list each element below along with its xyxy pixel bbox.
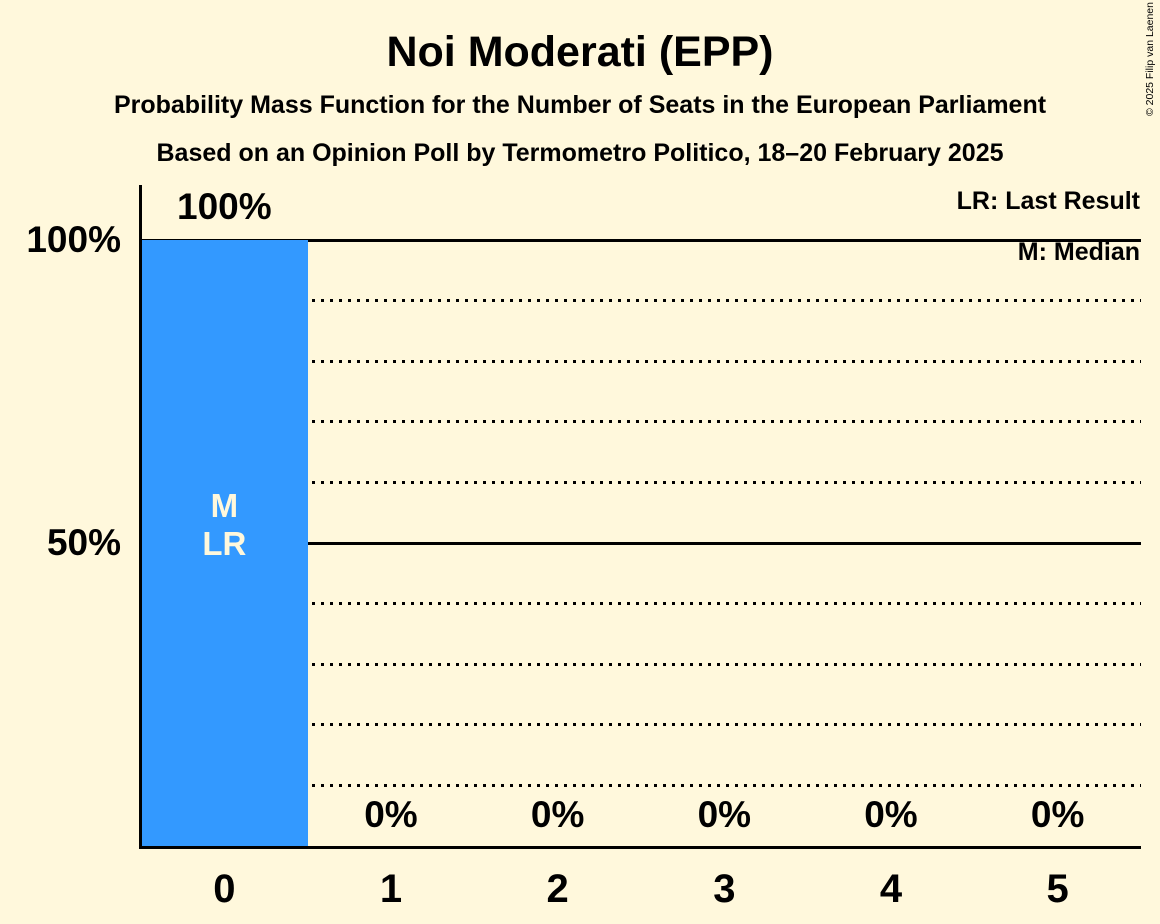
x-axis-baseline xyxy=(139,846,1141,849)
bar-value-label-0: 100% xyxy=(177,186,272,227)
legend-median: M: Median xyxy=(1017,238,1140,266)
gridline-dotted-60 xyxy=(141,480,1141,484)
x-tick-label-5: 5 xyxy=(1046,867,1069,911)
gridline-dotted-20 xyxy=(141,723,1141,727)
gridline-dotted-30 xyxy=(141,662,1141,666)
x-tick-label-3: 3 xyxy=(713,867,736,911)
bar-value-label-5: 0% xyxy=(1030,794,1085,835)
y-tick-label-100: 100% xyxy=(26,219,121,260)
bar-inner-label-line: M xyxy=(210,487,239,524)
x-tick-label-4: 4 xyxy=(879,867,903,911)
bar-value-label-1: 0% xyxy=(364,794,418,835)
chart-subtitle: Probability Mass Function for the Number… xyxy=(113,91,1047,119)
bar-seats-0 xyxy=(141,240,308,846)
copyright-notice: © 2025 Filip van Laenen xyxy=(1144,2,1156,116)
gridline-dotted-10 xyxy=(141,783,1141,787)
gridline-solid-50 xyxy=(141,541,1141,545)
bar-value-label-4: 0% xyxy=(864,794,918,835)
x-tick-label-1: 1 xyxy=(379,867,403,911)
y-tick-label-50: 50% xyxy=(46,522,121,563)
bar-value-label-3: 0% xyxy=(697,794,752,835)
bar-median-lastresult-label: M LR xyxy=(141,487,308,563)
legend-last-result: LR: Last Result xyxy=(956,187,1140,215)
gridline-dotted-70 xyxy=(141,420,1141,424)
gridline-dotted-40 xyxy=(141,602,1141,606)
x-tick-label-0: 0 xyxy=(213,867,236,911)
chart-source-note: Based on an Opinion Poll by Termometro P… xyxy=(156,139,1004,167)
gridline-solid-100 xyxy=(141,238,1141,242)
gridline-dotted-90 xyxy=(141,299,1141,303)
y-axis-line xyxy=(139,185,142,849)
gridline-dotted-80 xyxy=(141,359,1141,363)
chart-title: Noi Moderati (EPP) xyxy=(386,28,774,76)
bar-value-label-2: 0% xyxy=(530,794,585,835)
x-tick-label-2: 2 xyxy=(546,867,569,911)
bar-inner-label-line: LR xyxy=(202,525,247,562)
